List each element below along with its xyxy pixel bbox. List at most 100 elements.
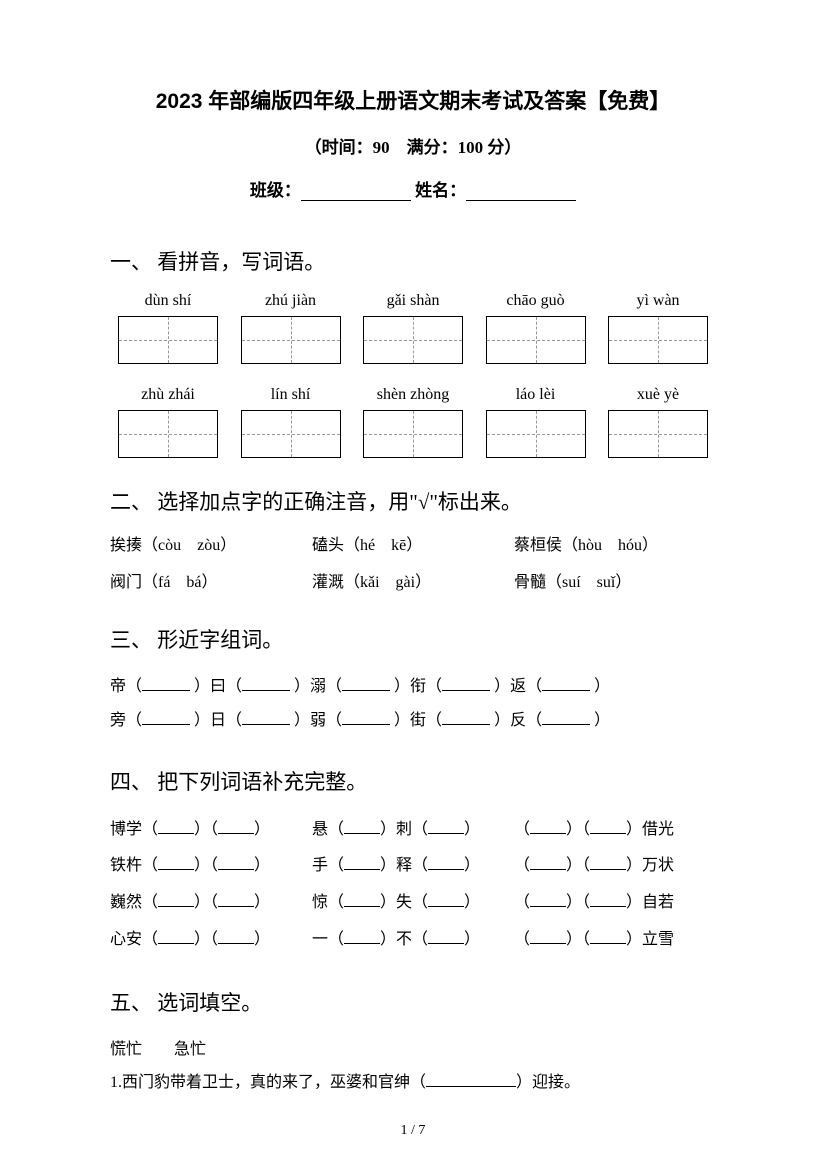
fill-blank[interactable]: [218, 943, 254, 944]
q2-item: 蔡桓侯（hòu hóu）: [514, 532, 716, 559]
q3-line-2: 旁（ ）日（ ）弱（ ）街（ ）反（ ）: [110, 704, 716, 738]
pinyin-item: dùn shí: [118, 292, 218, 310]
char-box[interactable]: [118, 316, 218, 364]
q4-text: ）自若: [626, 894, 674, 911]
fill-blank[interactable]: [590, 906, 626, 907]
fill-blank[interactable]: [218, 906, 254, 907]
fill-blank[interactable]: [158, 906, 194, 907]
fill-blank[interactable]: [428, 869, 464, 870]
pinyin-item: xuè yè: [608, 386, 708, 404]
fill-blank[interactable]: [590, 833, 626, 834]
q4-text: 巍然（: [110, 894, 158, 911]
fill-blank[interactable]: [342, 690, 390, 691]
q4-text: 博学（: [110, 821, 158, 838]
fill-blank[interactable]: [342, 724, 390, 725]
q4-line: 博学（ ）（ ） 悬（ ）刺（ ） （）（）借光: [110, 812, 716, 849]
fill-blank[interactable]: [542, 724, 590, 725]
char-box[interactable]: [486, 410, 586, 458]
fill-blank[interactable]: [218, 869, 254, 870]
fill-blank[interactable]: [158, 833, 194, 834]
fill-blank[interactable]: [428, 833, 464, 834]
pinyin-item: chāo guò: [486, 292, 586, 310]
q4-col: 心安（）（）: [110, 922, 312, 959]
q3-text: ）弱（: [294, 712, 342, 729]
fill-blank[interactable]: [530, 869, 566, 870]
q4-text: （: [514, 857, 530, 874]
fill-blank[interactable]: [428, 906, 464, 907]
fill-blank[interactable]: [590, 943, 626, 944]
fill-blank[interactable]: [242, 690, 290, 691]
page-footer: 1 / 7: [0, 1123, 826, 1139]
char-box[interactable]: [608, 410, 708, 458]
char-box[interactable]: [241, 316, 341, 364]
section-4: 四、 把下列词语补充完整。 博学（）（）悬（）刺（）（）（）借光铁杵（）（）手（…: [110, 766, 716, 959]
section-2: 二、 选择加点字的正确注音，用"√"标出来。 挨揍（còu zòu） 磕头（hé…: [110, 486, 716, 596]
fill-blank[interactable]: [442, 724, 490, 725]
q5-question-1: 1.西门豹带着卫士，真的来了，巫婆和官绅（）迎接。: [110, 1066, 716, 1100]
char-box[interactable]: [363, 316, 463, 364]
fill-blank[interactable]: [344, 833, 380, 834]
q4-col: 惊（）失（）: [312, 885, 514, 922]
pinyin-item: zhù zhái: [118, 386, 218, 404]
section-3: 三、 形近字组词。 帝（ ）曰（ ）溺（ ）衔（ ）返（ ） 旁（ ）日（ ）弱…: [110, 624, 716, 737]
q4-text: ）（: [194, 821, 218, 838]
q4-text: ）（: [194, 857, 218, 874]
fill-blank[interactable]: [590, 869, 626, 870]
q4-text: ）刺（: [380, 821, 428, 838]
fill-blank[interactable]: [530, 943, 566, 944]
fill-blank[interactable]: [142, 724, 190, 725]
q4-text: ）: [254, 857, 270, 874]
q2-item: 阀门（fá bá）: [110, 569, 312, 596]
q4-text: 悬（: [312, 821, 344, 838]
q3-line-1: 帝（ ）曰（ ）溺（ ）衔（ ）返（ ）: [110, 670, 716, 704]
name-blank[interactable]: [466, 183, 576, 201]
class-blank[interactable]: [301, 183, 411, 201]
fill-blank[interactable]: [158, 943, 194, 944]
pinyin-item: láo lèi: [486, 386, 586, 404]
q4-text: 手（: [312, 857, 344, 874]
q4-text: ）: [464, 821, 480, 838]
fill-blank[interactable]: [426, 1086, 516, 1087]
fill-blank[interactable]: [542, 690, 590, 691]
fill-blank[interactable]: [242, 724, 290, 725]
q4-col: （）（）借光: [514, 812, 716, 849]
page-title: 2023 年部编版四年级上册语文期末考试及答案【免费】: [110, 85, 716, 115]
q4-text: （: [514, 931, 530, 948]
fill-blank[interactable]: [530, 833, 566, 834]
q4-text: 一（: [312, 931, 344, 948]
fill-blank[interactable]: [344, 943, 380, 944]
q4-text: 铁杵（: [110, 857, 158, 874]
q4-text: ）不（: [380, 931, 428, 948]
q2-item: 灌溉（kǎi gài）: [312, 569, 514, 596]
char-box[interactable]: [241, 410, 341, 458]
fill-blank[interactable]: [530, 906, 566, 907]
q4-text: ）借光: [626, 821, 674, 838]
fill-blank[interactable]: [158, 869, 194, 870]
fill-blank[interactable]: [442, 690, 490, 691]
q4-text: 惊（: [312, 894, 344, 911]
q4-text: ）（: [194, 931, 218, 948]
fill-blank[interactable]: [344, 906, 380, 907]
q4-line: 心安（）（）一（）不（）（）（）立雪: [110, 922, 716, 959]
q4-text: ）失（: [380, 894, 428, 911]
char-box[interactable]: [363, 410, 463, 458]
q4-text: ）（: [566, 857, 590, 874]
q4-text: ）: [254, 821, 270, 838]
char-box[interactable]: [486, 316, 586, 364]
q4-text: ）: [254, 894, 270, 911]
section-3-heading: 三、 形近字组词。: [110, 624, 716, 654]
char-box[interactable]: [118, 410, 218, 458]
q3-text: 帝（: [110, 678, 142, 695]
q4-col: 巍然（）（）: [110, 885, 312, 922]
fill-blank[interactable]: [428, 943, 464, 944]
q2-row: 挨揍（còu zòu） 磕头（hé kē） 蔡桓侯（hòu hóu）: [110, 532, 716, 559]
q4-line: 巍然（）（）惊（）失（）（）（）自若: [110, 885, 716, 922]
pinyin-item: shèn zhòng: [363, 386, 463, 404]
section-4-heading: 四、 把下列词语补充完整。: [110, 766, 716, 796]
pinyin-row-2: zhù zhái lín shí shèn zhòng láo lèi xuè …: [110, 386, 716, 404]
fill-blank[interactable]: [142, 690, 190, 691]
fill-blank[interactable]: [344, 869, 380, 870]
fill-blank[interactable]: [218, 833, 254, 834]
char-box[interactable]: [608, 316, 708, 364]
q4-col: 手（）释（）: [312, 848, 514, 885]
